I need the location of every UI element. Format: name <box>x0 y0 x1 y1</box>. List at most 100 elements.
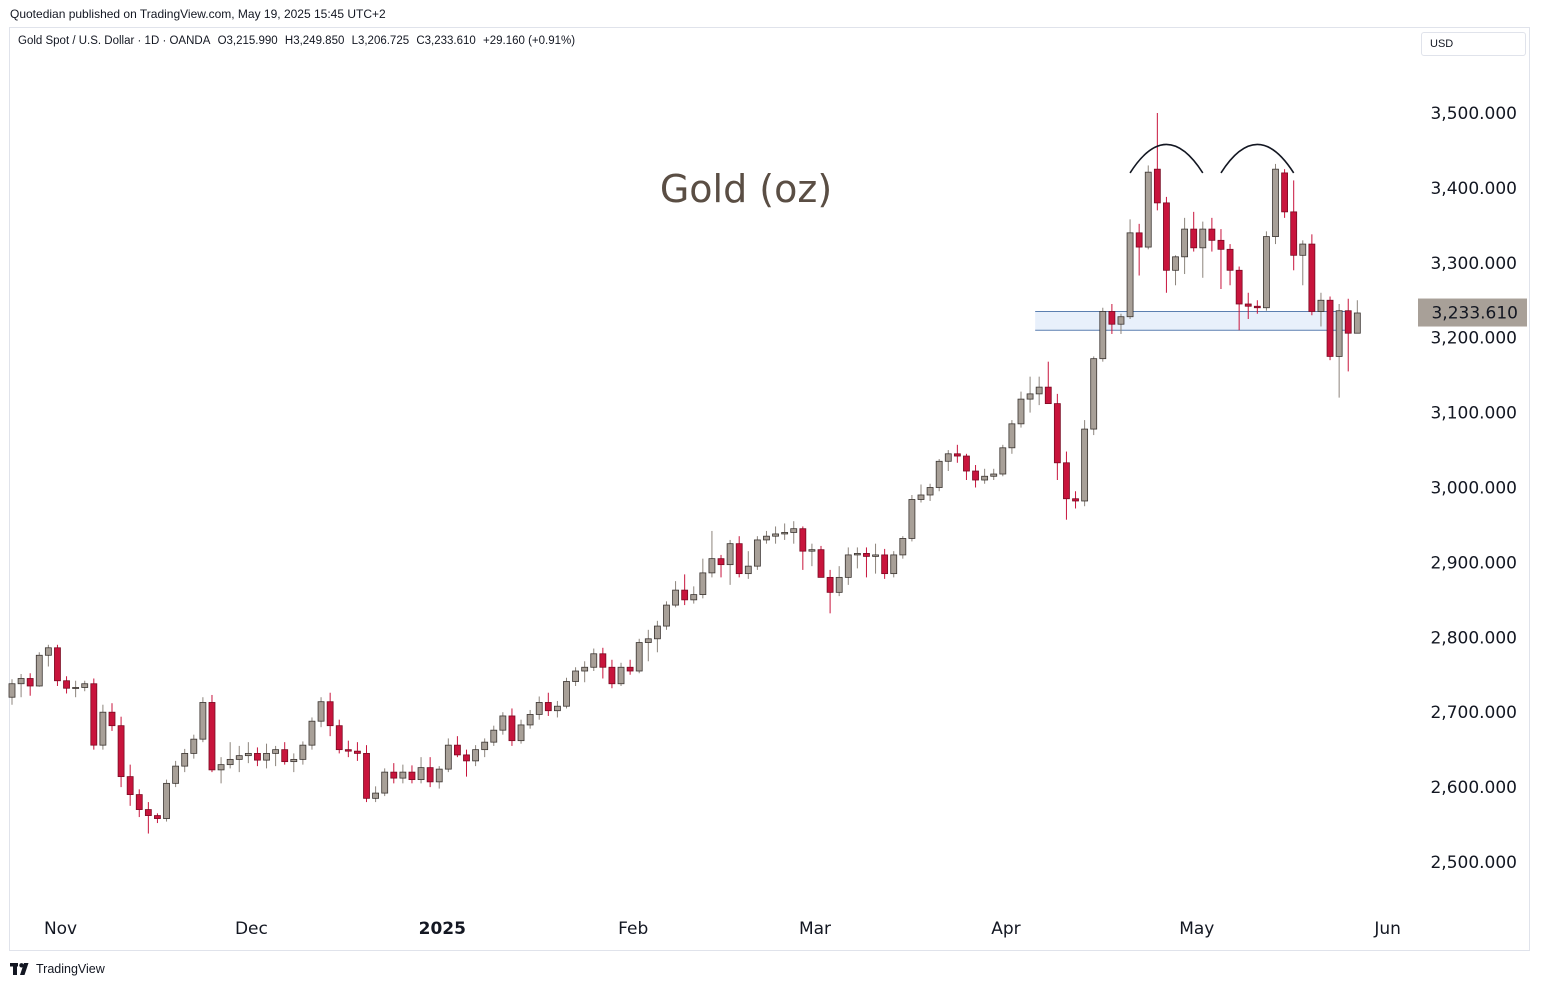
candle-body <box>1153 168 1161 204</box>
candle-body <box>317 701 325 722</box>
candle-up <box>517 719 525 744</box>
candle-body <box>426 767 434 783</box>
candle-down <box>135 789 143 818</box>
candle-down <box>1244 292 1252 319</box>
tradingview-logo-icon <box>10 963 29 975</box>
candle-up <box>790 521 798 544</box>
candle-body <box>863 553 870 557</box>
candle-down <box>1290 180 1298 271</box>
candle-body <box>899 538 907 556</box>
price-axis-tick-label: 3,000.000 <box>1430 479 1517 499</box>
candle-body <box>853 553 861 556</box>
candle-body <box>981 475 989 481</box>
candle-body <box>381 771 389 794</box>
candle-body <box>217 764 225 771</box>
candle-down <box>1281 169 1288 218</box>
candle-up <box>981 468 989 484</box>
candle-body <box>344 749 352 752</box>
time-axis-tick-label: May <box>1179 919 1214 939</box>
candle-down <box>681 574 689 606</box>
candle-down <box>1226 244 1234 286</box>
candle-up <box>1026 376 1034 413</box>
candle-body <box>263 752 270 761</box>
candle-up <box>299 741 307 765</box>
price-axis-tick-label: 2,900.000 <box>1430 553 1517 573</box>
candle-down <box>108 703 116 731</box>
candle-body <box>1208 228 1216 241</box>
chart-frame <box>9 27 1530 951</box>
price-axis-tick-label: 3,300.000 <box>1430 254 1517 274</box>
candle-body <box>499 715 507 731</box>
candle-body <box>635 642 643 672</box>
support-zone-layer <box>1035 310 1348 331</box>
legend-change: +29.160 (+0.91%) <box>483 35 576 47</box>
candle-body <box>799 528 807 552</box>
price-axis-tick-label: 2,500.000 <box>1430 853 1517 873</box>
candle-down <box>454 736 461 758</box>
candle-up <box>217 757 225 784</box>
candle-down <box>90 678 98 750</box>
price-axis-tick-label: 3,500.000 <box>1430 104 1517 124</box>
time-axis-tick-label: Nov <box>44 919 77 939</box>
candle-body <box>626 666 634 672</box>
candle-body <box>144 809 152 816</box>
candle-body <box>763 535 770 541</box>
time-axis-tick-label: Feb <box>618 919 648 939</box>
candle-down <box>154 813 161 824</box>
candle-body <box>717 558 725 566</box>
candle-body <box>508 715 516 742</box>
price-axis-tick-label: 2,700.000 <box>1430 703 1517 723</box>
candle-body <box>1217 239 1225 250</box>
time-axis: Nov Dec 2025 Feb Mar Apr May Jun <box>44 919 1401 939</box>
candle-up <box>663 601 670 630</box>
candle-body <box>572 670 579 682</box>
candle-body <box>944 453 952 462</box>
candle-up <box>908 494 916 542</box>
candle-up <box>753 536 761 570</box>
candle-body <box>835 576 843 593</box>
candle-up <box>590 648 598 672</box>
last-price-label-layer: 3,233.610 <box>1418 298 1527 327</box>
candle-body <box>1353 312 1361 334</box>
candle-body <box>1181 228 1189 258</box>
candle-up <box>1081 420 1089 507</box>
candle-body <box>1253 305 1261 309</box>
candle-body <box>817 549 825 578</box>
support-zone-fill <box>1035 311 1348 331</box>
candle-body <box>490 729 498 743</box>
candle-body <box>90 683 98 746</box>
tradingview-logo[interactable]: TradingView <box>10 962 105 976</box>
candle-up <box>935 459 943 492</box>
candle-down <box>717 554 725 578</box>
candle-body <box>99 711 107 746</box>
candle-body <box>335 725 343 751</box>
currency-button[interactable]: USD <box>1421 32 1526 56</box>
candle-down <box>508 708 516 746</box>
candle-down <box>126 764 134 806</box>
candle-up <box>72 680 80 698</box>
candle-body <box>972 470 979 481</box>
legend-open: O3,215.990 <box>217 35 278 47</box>
candle-up <box>8 679 16 705</box>
candle-body <box>472 749 479 762</box>
candle-body <box>753 539 761 567</box>
candle-down <box>1053 393 1061 481</box>
candle-body <box>1317 299 1325 312</box>
chart-title: Gold (oz) <box>660 167 832 211</box>
time-axis-tick-label: Dec <box>235 919 268 939</box>
candle-body <box>8 683 16 698</box>
candle-up <box>499 712 507 735</box>
candle-body <box>172 765 180 784</box>
time-axis-tick-label: 2025 <box>419 919 466 939</box>
candle-body <box>699 572 707 596</box>
candle-body <box>326 701 334 727</box>
price-axis-tick-label: 3,400.000 <box>1430 179 1517 199</box>
candle-up <box>926 483 934 501</box>
candle-body <box>1108 311 1116 325</box>
candle-body <box>1263 236 1270 309</box>
legend-symbol[interactable]: Gold Spot / U.S. Dollar · 1D · OANDA <box>18 35 211 47</box>
price-axis-tick-label: 3,200.000 <box>1430 329 1517 349</box>
candle-body <box>990 473 998 477</box>
candle-up <box>1181 217 1189 275</box>
